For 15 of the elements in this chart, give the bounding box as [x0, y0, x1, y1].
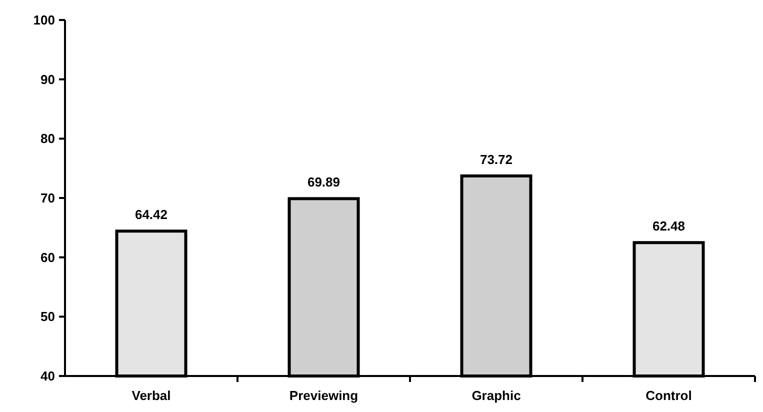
y-tick-label: 100 [33, 12, 55, 28]
y-tick-label: 50 [40, 309, 55, 324]
data-label: 69.89 [307, 174, 340, 190]
data-label: 64.42 [134, 207, 168, 222]
y-tick-label: 80 [40, 131, 55, 146]
data-label: 73.72 [480, 152, 513, 167]
y-tick-label: 60 [40, 250, 55, 265]
data-label: 62.48 [652, 218, 686, 234]
y-tick-label: 90 [40, 72, 55, 87]
x-tick-label: Verbal [132, 388, 171, 403]
x-tick-label: Previewing [289, 388, 358, 403]
x-tick-label: Graphic [472, 388, 521, 403]
y-tick-label: 70 [40, 190, 55, 206]
y-tick-label: 40 [40, 368, 55, 384]
x-tick-label: Control [646, 388, 692, 403]
